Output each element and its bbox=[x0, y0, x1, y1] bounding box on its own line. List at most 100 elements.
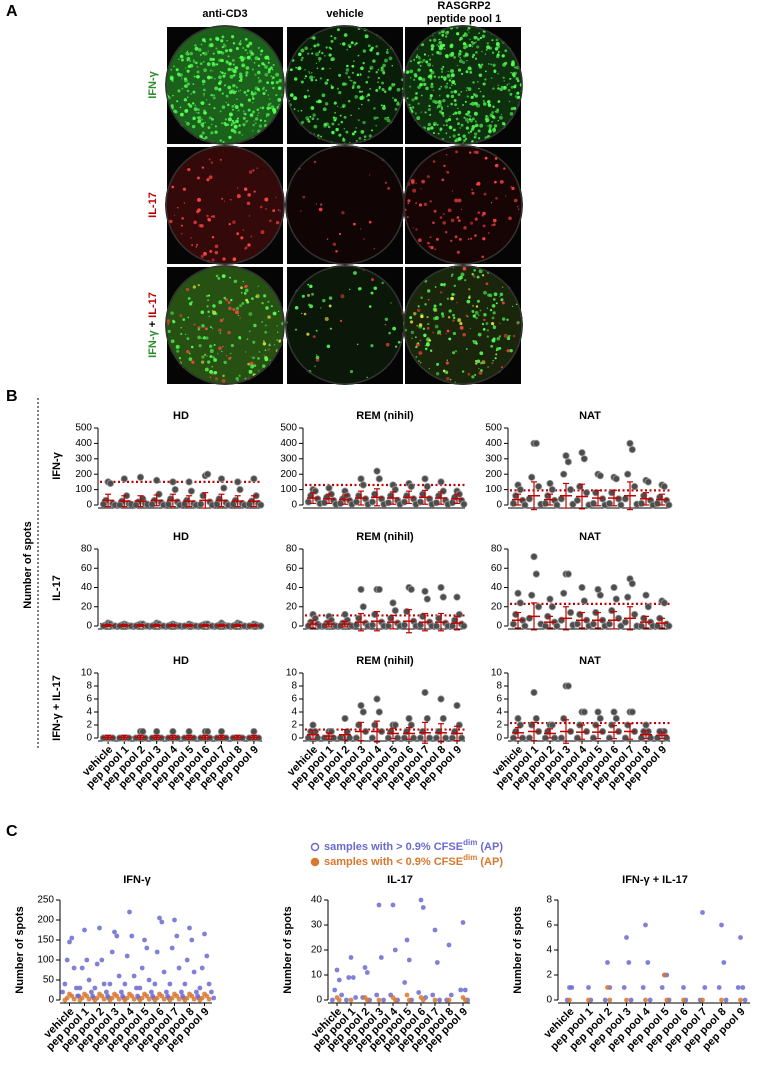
spot bbox=[332, 242, 337, 246]
spot bbox=[203, 92, 205, 95]
spot bbox=[224, 123, 228, 127]
spot bbox=[252, 356, 256, 360]
spot bbox=[230, 128, 235, 133]
chart-title: IL-17 bbox=[387, 874, 413, 886]
spot bbox=[504, 49, 508, 53]
spot bbox=[193, 220, 197, 225]
point bbox=[169, 945, 175, 951]
point bbox=[404, 937, 410, 943]
spot bbox=[267, 94, 270, 96]
spot bbox=[200, 118, 204, 121]
point bbox=[364, 997, 370, 1003]
y-tick-label: 10 bbox=[81, 668, 93, 679]
spot bbox=[197, 328, 200, 331]
spot bbox=[334, 119, 337, 122]
spot bbox=[474, 310, 479, 315]
spot bbox=[340, 120, 344, 124]
point bbox=[375, 708, 383, 716]
spot bbox=[214, 125, 218, 128]
spot bbox=[215, 47, 218, 50]
spot bbox=[518, 208, 520, 210]
spot bbox=[458, 52, 462, 56]
spot bbox=[475, 41, 477, 43]
spot bbox=[342, 82, 346, 86]
spot bbox=[435, 237, 439, 241]
spot bbox=[388, 56, 393, 61]
y-tick-label: 2 bbox=[496, 720, 502, 731]
spot bbox=[495, 349, 498, 352]
point bbox=[420, 997, 426, 1003]
spot bbox=[461, 370, 465, 373]
point bbox=[596, 714, 604, 723]
point bbox=[624, 593, 632, 601]
y-tick-label: 300 bbox=[280, 453, 297, 464]
point bbox=[645, 960, 651, 965]
spot bbox=[208, 43, 211, 46]
spot bbox=[437, 76, 441, 79]
spot bbox=[481, 50, 483, 53]
row-label-part: + bbox=[147, 318, 159, 331]
point bbox=[99, 957, 105, 963]
spot bbox=[503, 333, 508, 338]
point bbox=[90, 993, 95, 999]
y-tick-label: 200 bbox=[37, 915, 54, 926]
spot bbox=[227, 330, 231, 335]
spot bbox=[233, 74, 236, 77]
spot bbox=[194, 44, 197, 47]
spot bbox=[498, 335, 502, 338]
spot bbox=[219, 71, 222, 73]
point bbox=[441, 734, 450, 742]
spot bbox=[192, 116, 196, 121]
spot bbox=[371, 46, 374, 50]
legend-text: samples with > 0.9% CFSEdim (AP) bbox=[324, 838, 503, 853]
spot bbox=[482, 211, 486, 216]
spot bbox=[337, 28, 340, 32]
point bbox=[104, 989, 109, 995]
spot bbox=[434, 248, 436, 250]
spot bbox=[272, 76, 275, 79]
y-tick-label: 200 bbox=[280, 469, 297, 480]
spot bbox=[481, 274, 485, 277]
spot bbox=[427, 62, 432, 67]
spot bbox=[418, 55, 420, 58]
point bbox=[195, 993, 201, 999]
spot bbox=[495, 302, 498, 305]
spot bbox=[497, 72, 499, 75]
y-tick-label: 40 bbox=[491, 582, 503, 593]
spot bbox=[491, 303, 496, 308]
spot bbox=[265, 208, 267, 210]
point bbox=[521, 622, 529, 630]
spot bbox=[515, 65, 520, 70]
spot bbox=[512, 334, 516, 338]
spot bbox=[509, 112, 514, 116]
spot bbox=[490, 322, 495, 326]
point bbox=[738, 997, 743, 1003]
chart-title: REM (nihil) bbox=[356, 410, 414, 422]
spot bbox=[246, 89, 250, 93]
spot bbox=[309, 284, 313, 289]
spot bbox=[424, 303, 427, 306]
column-header: vehicle bbox=[326, 8, 363, 20]
spot bbox=[215, 274, 219, 278]
spot bbox=[318, 100, 322, 104]
spot bbox=[197, 208, 201, 212]
spot bbox=[351, 86, 355, 89]
point bbox=[439, 487, 447, 495]
spot bbox=[503, 80, 505, 82]
spot bbox=[329, 67, 331, 70]
point bbox=[206, 996, 212, 1002]
point bbox=[209, 989, 214, 995]
y-axis-label: Number of spots bbox=[14, 906, 26, 993]
spot bbox=[457, 276, 462, 281]
well-fill bbox=[403, 145, 523, 265]
y-tick-label: 100 bbox=[485, 484, 502, 495]
well bbox=[403, 25, 523, 145]
micrograph bbox=[165, 145, 285, 265]
spot bbox=[241, 292, 243, 294]
well-fill bbox=[403, 265, 523, 385]
spot bbox=[432, 331, 435, 334]
y-tick-label: 20 bbox=[286, 601, 298, 612]
point bbox=[528, 721, 536, 729]
spot bbox=[304, 77, 306, 80]
point bbox=[339, 992, 344, 998]
